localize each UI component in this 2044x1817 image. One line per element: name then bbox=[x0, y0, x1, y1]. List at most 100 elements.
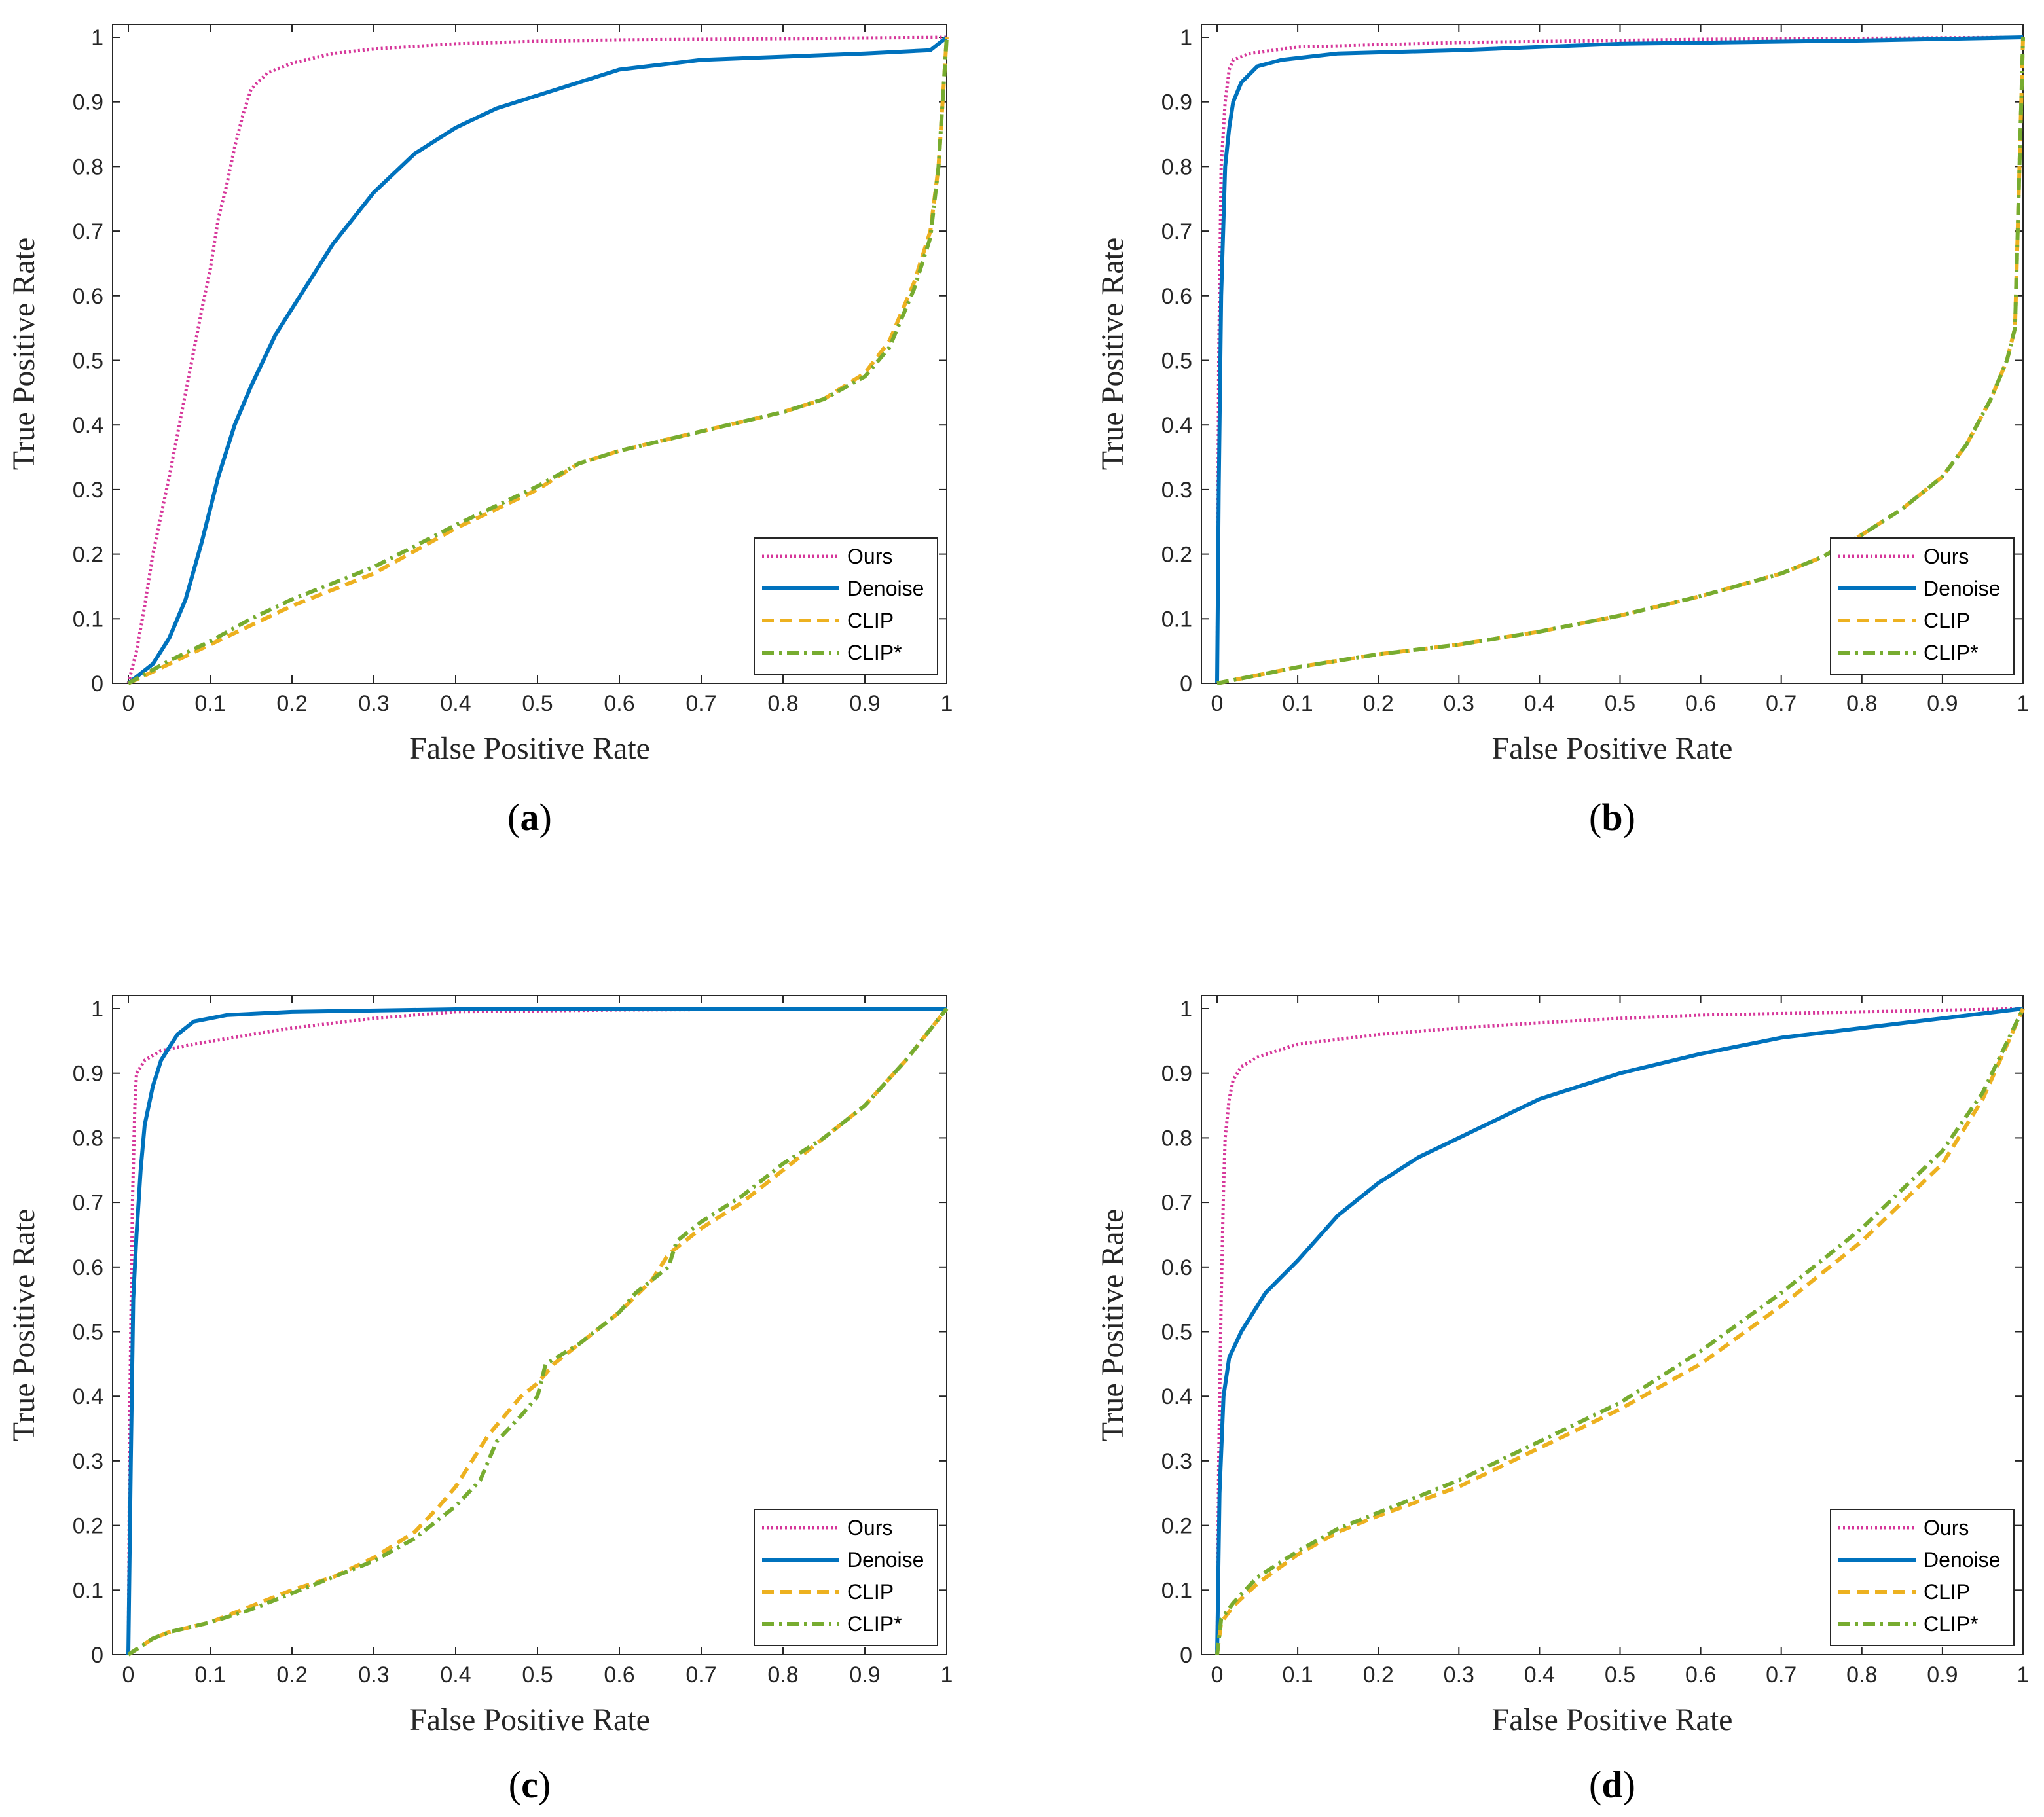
y-tick-label: 0.3 bbox=[73, 478, 103, 503]
caption-paren-close: ) bbox=[1623, 1763, 1635, 1806]
y-tick-label: 0 bbox=[1180, 1643, 1192, 1668]
series-line-clip bbox=[127, 37, 949, 685]
y-tick-label: 0.7 bbox=[1161, 219, 1192, 244]
chart-panel-d: 0 0.1 0.2 0.3 0.4 0.5 0.6 0.7 0.8 0.9 1 0 0.1 0.2 0.3 0… bbox=[1095, 995, 2030, 1806]
x-tick-label: 0.1 bbox=[1282, 1663, 1313, 1687]
legend-label: Denoise bbox=[847, 1548, 924, 1572]
y-tick-label: 0.2 bbox=[73, 543, 103, 567]
legend-label: CLIP bbox=[1924, 1580, 1970, 1604]
chart-panel-a: 0 0.1 0.2 0.3 0.4 0.5 0.6 0.7 0.8 0.9 1 0 0.1 0.2 0.3 0… bbox=[7, 24, 953, 838]
y-tick-label: 0.3 bbox=[1161, 478, 1192, 503]
x-tick-label: 0.9 bbox=[849, 691, 880, 716]
series-line-clip-star bbox=[127, 1007, 949, 1657]
x-tick-label: 0.4 bbox=[440, 1663, 471, 1687]
legend-label: CLIP* bbox=[1924, 641, 1979, 664]
y-tick-label: 0.6 bbox=[1161, 1255, 1192, 1280]
x-tick-label: 0.6 bbox=[1685, 1663, 1716, 1687]
legend: Ours Denoise CLIP CLIP* bbox=[1830, 537, 2015, 675]
legend-box bbox=[754, 1509, 938, 1646]
y-axis-title: True Positive Rate bbox=[1095, 238, 1130, 471]
x-tick-label: 0.4 bbox=[440, 691, 471, 716]
caption-paren-close: ) bbox=[1623, 796, 1635, 838]
x-tick-label: 0 bbox=[122, 691, 135, 716]
legend-label: CLIP bbox=[847, 609, 894, 632]
x-tick-label: 1 bbox=[941, 1663, 953, 1687]
x-tick-label: 0.6 bbox=[604, 1663, 634, 1687]
x-tick-label: 0.9 bbox=[1927, 1663, 1958, 1687]
caption-letter: d bbox=[1601, 1763, 1622, 1806]
x-axis-title: False Positive Rate bbox=[1492, 1702, 1733, 1737]
x-tick-label: 0.1 bbox=[194, 1663, 225, 1687]
panel-caption: (a) bbox=[507, 796, 552, 838]
y-tick-label: 0.8 bbox=[73, 1126, 103, 1151]
legend-box bbox=[1830, 1509, 2015, 1646]
x-tick-label: 0.3 bbox=[1444, 691, 1474, 716]
y-tick-label: 0.4 bbox=[1161, 413, 1192, 438]
series-line-clip-star bbox=[1216, 37, 2025, 685]
caption-paren-open: ( bbox=[509, 1763, 521, 1806]
x-tick-label: 0.1 bbox=[194, 691, 225, 716]
x-tick-label: 0.9 bbox=[849, 1663, 880, 1687]
series-line-clip bbox=[1215, 1007, 2025, 1655]
y-tick-label: 0.9 bbox=[1161, 1062, 1192, 1087]
x-tick-label: 0.3 bbox=[358, 1663, 389, 1687]
y-tick-label: 0.6 bbox=[73, 284, 103, 309]
series-line-denoise bbox=[1215, 35, 2024, 684]
y-tick-label: 0.8 bbox=[73, 154, 103, 179]
x-tick-label: 0.4 bbox=[1524, 1663, 1555, 1687]
y-tick-label: 0 bbox=[91, 672, 103, 696]
series-line-ours bbox=[126, 35, 947, 684]
y-tick-label: 0.5 bbox=[73, 1320, 103, 1345]
y-tick-label: 0.4 bbox=[1161, 1384, 1192, 1409]
caption-paren-open: ( bbox=[507, 796, 520, 838]
y-tick-label: 0.5 bbox=[73, 349, 103, 374]
x-tick-label: 0.5 bbox=[522, 1663, 553, 1687]
y-tick-label: 0.4 bbox=[73, 413, 103, 438]
y-tick-label: 0.4 bbox=[73, 1384, 103, 1409]
legend-label: Ours bbox=[1924, 1516, 1969, 1539]
caption-paren-open: ( bbox=[1589, 796, 1601, 838]
y-tick-label: 0.2 bbox=[1161, 1514, 1192, 1539]
panel-caption: (c) bbox=[509, 1763, 551, 1806]
legend: Ours Denoise CLIP CLIP* bbox=[1830, 1509, 2015, 1646]
x-tick-label: 0.9 bbox=[1927, 691, 1958, 716]
series-line-ours bbox=[1215, 35, 2024, 684]
x-tick-label: 0.2 bbox=[276, 691, 307, 716]
legend-box bbox=[1830, 537, 2015, 675]
y-tick-label: 0 bbox=[91, 1643, 103, 1668]
y-tick-label: 0.8 bbox=[1161, 154, 1192, 179]
x-axis-title: False Positive Rate bbox=[409, 731, 650, 766]
legend-label: CLIP* bbox=[1924, 1612, 1979, 1636]
series-line-clip bbox=[127, 1007, 949, 1657]
caption-letter: b bbox=[1601, 796, 1622, 838]
y-tick-label: 0.7 bbox=[73, 219, 103, 244]
y-tick-label: 0.5 bbox=[1161, 1320, 1192, 1345]
y-tick-label: 0.3 bbox=[73, 1449, 103, 1474]
y-tick-label: 0.3 bbox=[1161, 1449, 1192, 1474]
x-tick-label: 0.2 bbox=[1363, 691, 1394, 716]
x-tick-label: 0.2 bbox=[276, 1663, 307, 1687]
panel-caption: (d) bbox=[1589, 1763, 1635, 1806]
legend: Ours Denoise CLIP CLIP* bbox=[754, 1509, 938, 1646]
y-tick-label: 0.1 bbox=[1161, 607, 1192, 632]
y-tick-label: 1 bbox=[1180, 997, 1192, 1022]
x-axis-title: False Positive Rate bbox=[409, 1702, 650, 1737]
x-tick-label: 1 bbox=[2017, 1663, 2030, 1687]
x-axis-title: False Positive Rate bbox=[1492, 731, 1733, 766]
legend-label: Ours bbox=[847, 545, 892, 568]
y-tick-label: 0.1 bbox=[73, 607, 103, 632]
x-tick-label: 0.1 bbox=[1282, 691, 1313, 716]
y-tick-label: 0.7 bbox=[73, 1191, 103, 1215]
panel-caption: (b) bbox=[1589, 796, 1635, 838]
series-line-clip-star bbox=[1215, 1007, 2025, 1655]
y-tick-label: 0.6 bbox=[73, 1255, 103, 1280]
y-axis-title: True Positive Rate bbox=[7, 1209, 41, 1442]
chart-panel-c: 0 0.1 0.2 0.3 0.4 0.5 0.6 0.7 0.8 0.9 1 0 0.1 0.2 0.3 0… bbox=[7, 995, 953, 1806]
series-line-denoise bbox=[127, 35, 948, 685]
x-tick-label: 0.4 bbox=[1524, 691, 1555, 716]
legend-label: Ours bbox=[1924, 545, 1969, 568]
y-tick-label: 0.5 bbox=[1161, 349, 1192, 374]
y-tick-label: 0.9 bbox=[73, 1062, 103, 1087]
caption-paren-open: ( bbox=[1589, 1763, 1601, 1806]
